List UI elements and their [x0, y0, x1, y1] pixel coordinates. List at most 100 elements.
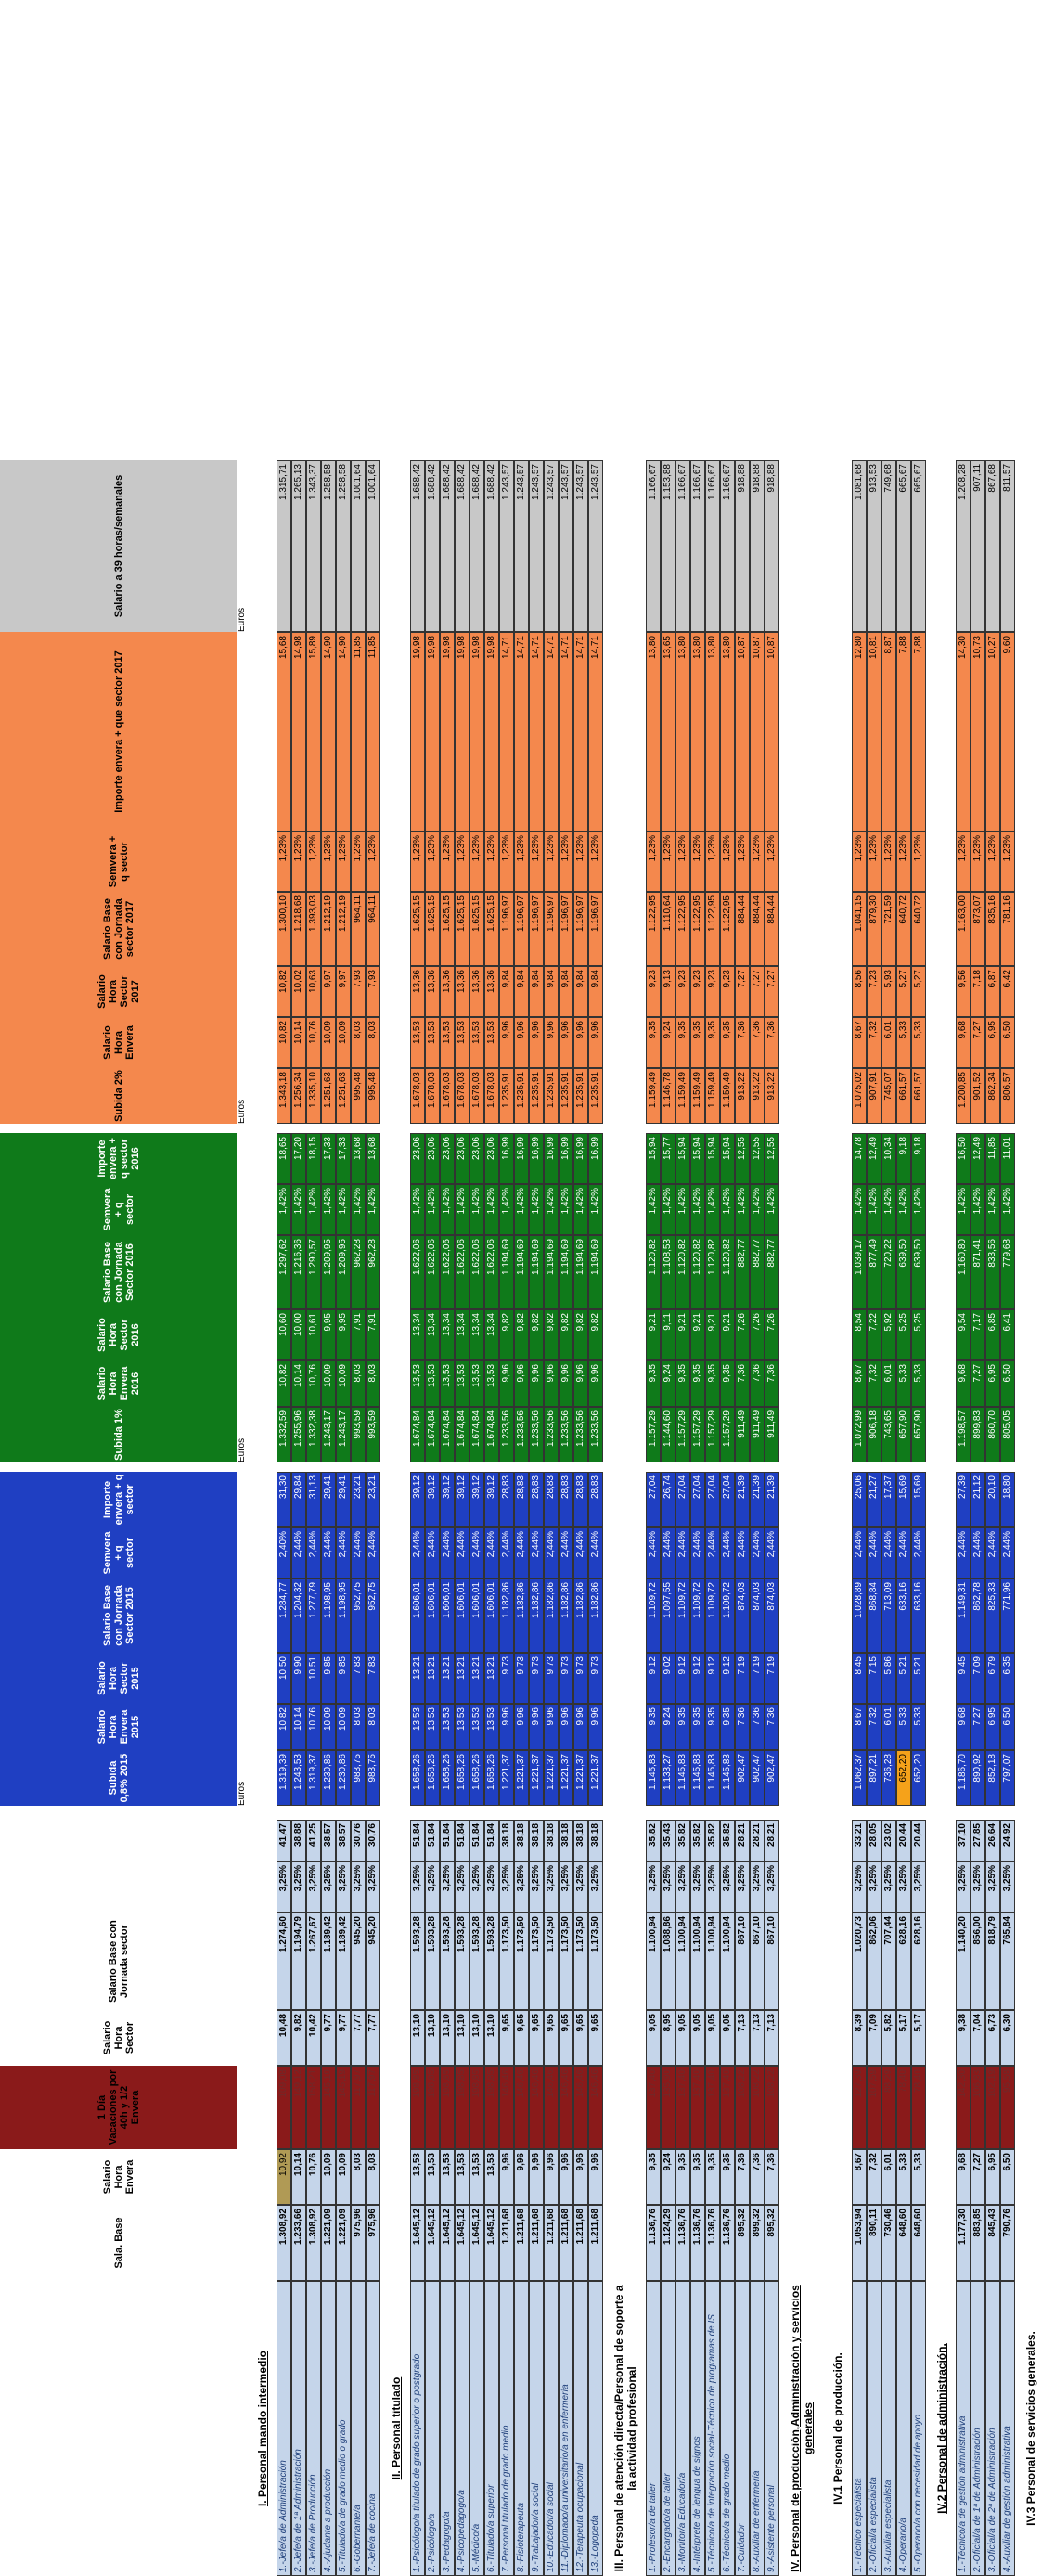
value-cell: 31,30: [277, 1472, 291, 1527]
value-cell: 1.265,13: [291, 460, 306, 632]
column-header: Salario Hora Sector 2015: [0, 1653, 237, 1704]
value-cell: 13,36: [425, 966, 440, 1017]
value-cell: 1.149,31: [956, 1578, 971, 1653]
value-cell: 633,16: [896, 1578, 911, 1653]
value-cell: 10,09: [321, 2149, 336, 2205]
value-cell: 9,68: [956, 1017, 971, 1068]
value-cell: 13,53: [470, 1704, 484, 1750]
value-cell: 902,47: [750, 1750, 765, 1806]
value-cell: 1.120,82: [646, 1235, 661, 1309]
row-label: 2.-Encargado/a de taller: [661, 2281, 675, 2576]
value-cell: 9,82: [573, 1309, 588, 1360]
value-cell: 1.221,37: [544, 1750, 559, 1806]
value-cell: 9,84: [499, 966, 514, 1017]
value-cell: 13,53: [440, 1360, 455, 1407]
value-cell: 9,84: [573, 966, 588, 1017]
value-cell: 13,53: [425, 1704, 440, 1750]
value-cell: 9,82: [588, 1309, 603, 1360]
value-cell: 28,83: [559, 1472, 573, 1527]
value-cell: 9,18: [911, 1133, 926, 1184]
value-cell: 6,42: [1000, 966, 1015, 1017]
value-cell: 6,50: [1000, 1360, 1015, 1407]
value-cell: 1,42%: [559, 1184, 573, 1235]
value-cell: 13,34: [425, 1309, 440, 1360]
value-cell: 964,11: [351, 892, 366, 966]
value-cell: 12,49: [971, 1133, 985, 1184]
value-cell: 1.100,94: [705, 1913, 720, 2010]
table-row: 13.-Logopeda 1.211,68 9,96 146,46 9,65 1.173,…: [588, 0, 603, 2576]
value-cell: 9,18: [896, 1133, 911, 1184]
row-label: 12.-Terapeuta ocupacional: [573, 2281, 588, 2576]
value-cell: 9,65: [573, 2010, 588, 2066]
value-cell: 1.221,37: [499, 1750, 514, 1806]
value-cell: 918,88: [735, 460, 750, 632]
value-cell: 27,39: [956, 1472, 971, 1527]
value-cell: 13,53: [470, 1360, 484, 1407]
value-cell: 35,43: [661, 1820, 675, 1861]
value-cell: 962,28: [351, 1235, 366, 1309]
column-header: Salario Hora Envera 2016: [0, 1360, 237, 1407]
value-cell: 2,44%: [911, 1527, 926, 1578]
table-row: 6.-Técnico/a de grado medio 1.136,76 9,35 1…: [720, 0, 735, 2576]
value-cell: 198,85: [484, 2066, 499, 2149]
value-cell: 17,20: [291, 1133, 306, 1184]
row-label: 4.-Intérprete de lengua de signos: [690, 2281, 705, 2576]
value-cell: 9,24: [661, 1360, 675, 1407]
value-cell: 895,32: [735, 2205, 750, 2281]
value-cell: 137,40: [720, 2066, 735, 2149]
value-cell: 1.182,86: [544, 1578, 559, 1653]
value-cell: 11,85: [351, 632, 366, 831]
value-cell: 640,72: [896, 892, 911, 966]
value-cell: 5,21: [911, 1653, 926, 1704]
value-cell: 11,85: [985, 1133, 1000, 1184]
value-cell: 7,18: [971, 966, 985, 1017]
value-cell: 9,85: [321, 1653, 336, 1704]
value-cell: 14,71: [588, 632, 603, 831]
value-cell: 5,33: [896, 2149, 911, 2205]
value-cell: 1.136,76: [675, 2205, 690, 2281]
table-row: 5.-Titulado/a de grado medio o grado 1.22…: [336, 0, 351, 2576]
value-cell: 14,71: [529, 632, 544, 831]
value-cell: 1.235,91: [514, 1068, 529, 1124]
value-cell: 1.216,36: [291, 1235, 306, 1309]
value-cell: 146,46: [499, 2066, 514, 2149]
table-row: 1.-Jefe/a de Administración 1.308,92 10,92…: [277, 0, 291, 2576]
value-cell: 39,12: [455, 1472, 470, 1527]
value-cell: 9,82: [499, 1309, 514, 1360]
value-cell: 1.258,58: [321, 460, 336, 632]
value-cell: 1,23%: [852, 831, 867, 892]
value-cell: 8,95: [661, 2010, 675, 2066]
value-cell: 10,09: [336, 2149, 351, 2205]
value-cell: 3,25%: [646, 1861, 661, 1913]
value-cell: 1.136,76: [705, 2205, 720, 2281]
value-cell: 9,35: [720, 1017, 735, 1068]
value-cell: 3,25%: [985, 1861, 1000, 1913]
value-cell: 918,88: [765, 460, 779, 632]
value-cell: 13,53: [484, 1360, 499, 1407]
value-cell: 9,21: [646, 1309, 661, 1360]
value-cell: 1.606,01: [440, 1578, 455, 1653]
value-cell: 1,42%: [735, 1184, 750, 1235]
value-cell: 1.300,10: [277, 892, 291, 966]
value-cell: 9,24: [661, 2149, 675, 2205]
value-cell: 3,25%: [559, 1861, 573, 1913]
value-cell: 1.235,91: [559, 1068, 573, 1124]
column-header: Salario Hora Sector 2017: [0, 966, 237, 1017]
value-cell: 1,23%: [750, 831, 765, 892]
value-cell: 6,35: [1000, 1653, 1015, 1704]
value-cell: 3,25%: [971, 1861, 985, 1913]
value-cell: 14,30: [956, 632, 971, 831]
value-cell: 1,42%: [646, 1184, 661, 1235]
value-cell: 1,23%: [306, 831, 321, 892]
value-cell: 3,25%: [499, 1861, 514, 1913]
value-cell: 2,44%: [1000, 1527, 1015, 1578]
table-row: 2.-Jefe/a de 1ª Administración 1.233,66 10…: [291, 0, 306, 2576]
value-cell: 9,05: [690, 2010, 705, 2066]
value-cell: 1,23%: [1000, 831, 1015, 892]
table-row: 7.-Cuidador 895,32 7,36 108,22 7,13 867,10 3,2…: [735, 0, 750, 2576]
value-cell: 3,25%: [470, 1861, 484, 1913]
value-cell: 9,23: [690, 966, 705, 1017]
value-cell: 9,96: [499, 1360, 514, 1407]
value-cell: 19,98: [470, 632, 484, 831]
